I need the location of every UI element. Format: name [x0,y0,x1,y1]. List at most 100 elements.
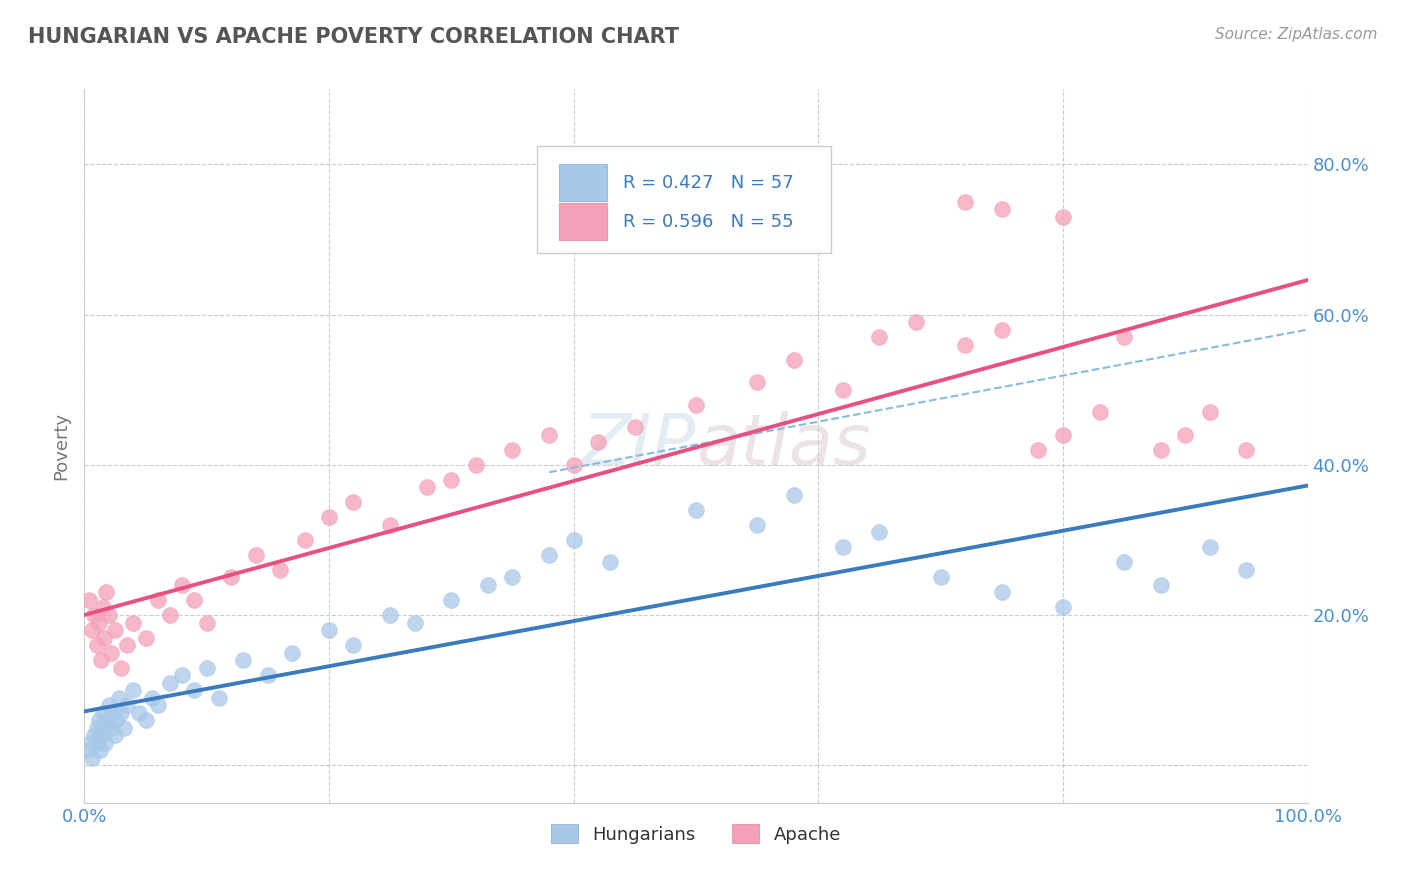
Point [440,593,463,607]
Point [93,721,115,735]
Point [586,435,609,450]
Point [257,668,280,682]
Point [208,690,231,705]
Point [100,646,122,660]
Point [159,607,181,622]
Point [195,660,218,674]
Point [146,593,169,607]
Point [115,698,138,713]
Point [112,721,135,735]
Point [929,570,952,584]
Point [1150,442,1173,457]
Point [219,570,242,584]
Point [783,352,806,367]
Point [135,631,157,645]
Point [90,728,112,742]
Text: atlas: atlas [696,411,870,481]
Text: R = 0.427   N = 57: R = 0.427 N = 57 [623,174,793,192]
Point [79,736,101,750]
Point [110,660,132,674]
Point [991,322,1014,336]
Point [104,728,127,742]
Point [195,615,218,630]
Point [107,690,129,705]
Point [991,202,1014,217]
Point [83,728,105,742]
Point [1198,405,1220,419]
Point [477,578,499,592]
Point [380,517,402,532]
Point [1114,556,1136,570]
Point [1028,442,1050,457]
Point [1236,442,1258,457]
Text: ZIP: ZIP [582,411,696,481]
Point [91,706,114,720]
Point [97,698,120,713]
Point [90,653,112,667]
Point [404,615,426,630]
Y-axis label: Poverty: Poverty [52,412,70,480]
Point [599,556,621,570]
Point [146,698,169,713]
Point [1052,427,1074,442]
Point [94,736,117,750]
Point [1052,210,1074,224]
Point [77,743,100,757]
Point [1198,541,1220,555]
Point [96,713,118,727]
Point [562,458,585,472]
Point [122,683,145,698]
Point [747,517,769,532]
Point [183,593,205,607]
Point [502,442,524,457]
Point [318,623,340,637]
Point [245,548,267,562]
Point [122,615,145,630]
Point [87,713,110,727]
Point [416,480,439,494]
Point [869,525,891,540]
Point [96,585,118,599]
Point [128,706,150,720]
Text: HUNGARIAN VS APACHE POVERTY CORRELATION CHART: HUNGARIAN VS APACHE POVERTY CORRELATION … [28,27,679,46]
Point [77,593,100,607]
Point [440,473,463,487]
Point [342,495,364,509]
Point [991,585,1014,599]
Point [172,668,194,682]
Point [342,638,364,652]
Point [141,690,163,705]
Point [294,533,316,547]
Point [1150,578,1173,592]
Point [159,675,181,690]
Legend: Hungarians, Apache: Hungarians, Apache [544,817,848,851]
Point [104,623,127,637]
Text: R = 0.596   N = 55: R = 0.596 N = 55 [623,213,793,231]
Point [86,638,108,652]
Point [562,533,585,547]
Point [1236,563,1258,577]
Point [464,458,486,472]
Point [318,510,340,524]
Point [538,548,561,562]
Point [831,541,853,555]
FancyBboxPatch shape [560,203,606,241]
Point [1088,405,1111,419]
Point [502,570,524,584]
Point [953,194,976,209]
Point [685,503,707,517]
Point [103,706,125,720]
Point [80,623,103,637]
Point [953,337,976,351]
Point [97,607,120,622]
Point [869,330,891,344]
Point [1052,600,1074,615]
Point [624,420,647,434]
Point [93,631,115,645]
Point [87,615,110,630]
Point [685,398,707,412]
Point [100,721,122,735]
Point [183,683,205,698]
Point [135,713,157,727]
Point [172,578,194,592]
